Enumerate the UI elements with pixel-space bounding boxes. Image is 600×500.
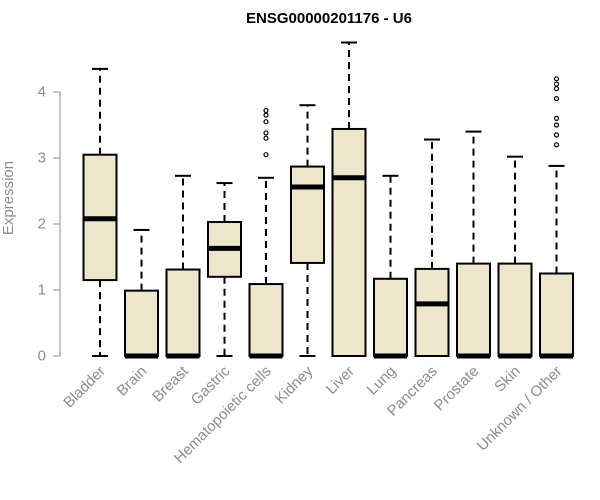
y-tick-label-0: 0 [38, 348, 46, 365]
iqr-box-prostate [456, 262, 491, 358]
x-label-breast: Breast [149, 362, 192, 405]
x-label-liver: Liver [323, 363, 358, 398]
x-label-kidney: Kidney [272, 362, 317, 407]
iqr-box-kidney [290, 165, 325, 264]
x-label-brain: Brain [114, 363, 151, 400]
outlier-unknown-other-3 [553, 115, 560, 122]
iqr-box-breast [165, 268, 201, 358]
box-brain [124, 228, 159, 359]
box-lung [373, 174, 408, 359]
outlier-hematopoietic-cells-1 [263, 135, 269, 141]
iqr-box-lung [373, 277, 408, 357]
y-tick-label-2: 2 [38, 216, 46, 233]
y-tick-label-3: 3 [38, 150, 46, 167]
boxes-group [82, 41, 574, 359]
outlier-unknown-other-4 [553, 95, 560, 102]
outlier-hematopoietic-cells-0 [263, 152, 269, 158]
outlier-hematopoietic-cells-3 [263, 119, 269, 125]
outlier-unknown-other-6 [553, 81, 560, 87]
iqr-box-unknown-other [539, 272, 574, 357]
x-label-bladder: Bladder [60, 363, 109, 412]
outlier-unknown-other-1 [553, 132, 560, 138]
outlier-hematopoietic-cells-4 [263, 112, 269, 118]
box-hematopoietic-cells [248, 107, 284, 359]
iqr-box-pancreas [414, 267, 450, 358]
iqr-box-hematopoietic-cells [248, 283, 284, 357]
iqr-box-skin [497, 262, 533, 358]
outlier-unknown-other-7 [553, 76, 560, 82]
box-prostate [456, 130, 491, 359]
box-unknown-other [539, 76, 574, 359]
outlier-hematopoietic-cells-2 [263, 130, 269, 136]
box-gastric [207, 182, 242, 357]
x-label-lung: Lung [364, 363, 400, 399]
x-label-prostate: Prostate [431, 363, 483, 415]
y-axis-label: Expression [0, 161, 17, 235]
iqr-box-brain [124, 289, 159, 357]
outlier-unknown-other-5 [553, 86, 560, 92]
box-kidney [290, 104, 325, 357]
y-tick-label-1: 1 [38, 282, 46, 299]
box-bladder [82, 67, 118, 357]
box-pancreas [414, 138, 450, 358]
y-axis: 0 1 2 3 4 [38, 84, 61, 365]
outlier-unknown-other-2 [553, 122, 560, 128]
x-label-skin: Skin [491, 363, 524, 396]
iqr-box-liver [331, 127, 367, 357]
box-liver [331, 41, 367, 357]
box-breast [165, 174, 201, 359]
y-tick-label-4: 4 [38, 84, 46, 101]
chart-title: ENSG00000201176 - U6 [246, 10, 412, 27]
outlier-hematopoietic-cells-5 [263, 107, 269, 114]
box-skin [497, 155, 533, 359]
outlier-unknown-other-0 [553, 142, 560, 148]
